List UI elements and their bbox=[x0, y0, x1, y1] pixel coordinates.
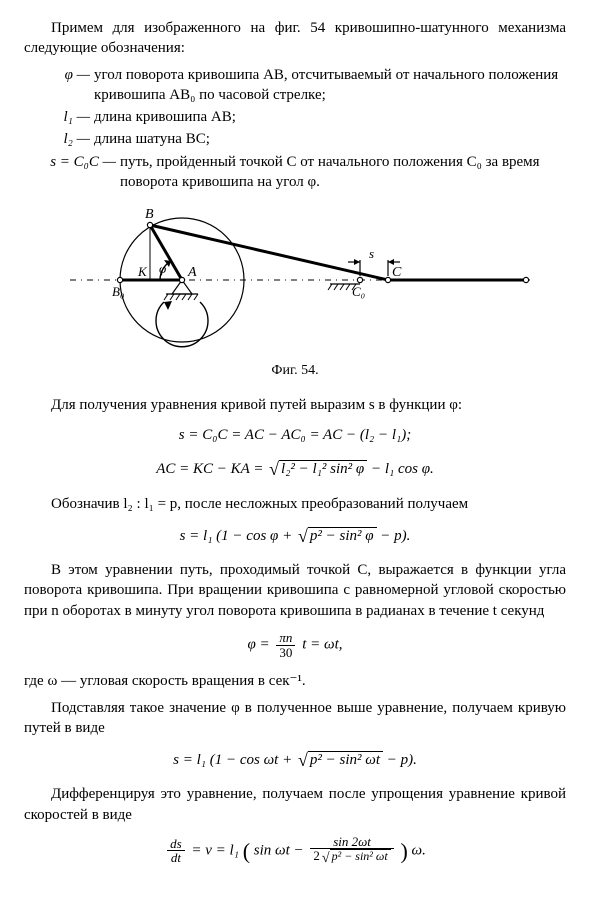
p4: где ω — угловая скорость вращения в сек⁻… bbox=[24, 671, 566, 691]
lbl-B: B bbox=[145, 207, 154, 222]
lbl-C0: C₀ bbox=[352, 284, 365, 299]
def-l1-text: длина кривошипа AB; bbox=[94, 107, 566, 127]
eq6: ds dt = v = l₁ ( sin ωt − sin 2ωt 2√p² −… bbox=[24, 835, 566, 867]
eq5-lhs: s = l₁ (1 − cos ωt + bbox=[173, 752, 296, 768]
eq4-frac: πn 30 bbox=[276, 631, 295, 659]
eq2: AC = KC − KA = √l₂² − l₁² sin² φ − l₁ co… bbox=[24, 457, 566, 481]
eq4-rhs: t = ωt, bbox=[302, 637, 342, 653]
page: Примем для изображенного на фиг. 54 крив… bbox=[0, 0, 590, 903]
lbl-A: A bbox=[187, 265, 197, 280]
eq3-rhs: − p). bbox=[380, 528, 410, 544]
figure-svg: B K φ A B₀ C₀ C s bbox=[60, 202, 530, 352]
p1: Для получения уравнения кривой путей выр… bbox=[24, 395, 566, 415]
p2: Обозначив l₂ : l₁ = p, после несложных п… bbox=[24, 494, 566, 514]
def-phi-text: угол поворота кривошипа AB, отсчитываемы… bbox=[94, 65, 566, 106]
eq1-text: s = C₀C = AC − AC₀ = AC − (l₂ − l₁); bbox=[179, 427, 411, 443]
def-l1: l₁ — длина кривошипа AB; bbox=[24, 107, 566, 127]
p3-text: В этом уравнении путь, проходимый точкой… bbox=[24, 562, 566, 619]
eq1: s = C₀C = AC − AC₀ = AC − (l₂ − l₁); bbox=[24, 425, 566, 445]
eq3: s = l₁ (1 − cos φ + √p² − sin² φ − p). bbox=[24, 524, 566, 548]
eq6-inner-frac: sin 2ωt 2√p² − sin² ωt bbox=[310, 835, 393, 867]
intro-text: Примем для изображенного на фиг. 54 крив… bbox=[24, 20, 566, 56]
eq4-den: 30 bbox=[276, 646, 295, 660]
def-phi-sym: φ — bbox=[24, 65, 94, 85]
eq5-rhs: − p). bbox=[387, 752, 417, 768]
eq4-lhs: φ = bbox=[248, 637, 274, 653]
p4-text: где ω — угловая скорость вращения в сек⁻… bbox=[24, 673, 306, 689]
eq3-sqrt-arg: p² − sin² φ bbox=[308, 527, 377, 545]
eq5-sqrt: √p² − sin² ωt bbox=[296, 748, 383, 772]
figure-54: B K φ A B₀ C₀ C s Фиг. 54. bbox=[24, 202, 566, 381]
p6: Дифференцируя это уравнение, получаем по… bbox=[24, 784, 566, 825]
eq6-inner-num: sin 2ωt bbox=[310, 835, 393, 850]
p5-text: Подставляя такое значение φ в полученное… bbox=[24, 700, 566, 736]
eq4-num: πn bbox=[276, 631, 295, 646]
def-s: s = C₀C — путь, пройденный точкой C от н… bbox=[24, 152, 566, 193]
eq6-inner-lhs: sin ωt − bbox=[254, 842, 308, 858]
lbl-K: K bbox=[137, 264, 148, 279]
def-s-sym: s = C₀C — bbox=[24, 152, 120, 172]
eq2-lhs: AC = KC − KA = bbox=[156, 461, 267, 477]
eq5: s = l₁ (1 − cos ωt + √p² − sin² ωt − p). bbox=[24, 748, 566, 772]
def-l1-sym: l₁ — bbox=[24, 107, 94, 127]
def-l2-sym: l₂ — bbox=[24, 129, 94, 149]
def-phi: φ — угол поворота кривошипа AB, отсчитыв… bbox=[24, 65, 566, 106]
eq6-inner-sqrt: √p² − sin² ωt bbox=[320, 849, 391, 867]
eq3-lhs: s = l₁ (1 − cos φ + bbox=[180, 528, 296, 544]
eq6-dsdt: ds dt bbox=[167, 837, 185, 865]
eq2-rhs: − l₁ cos φ. bbox=[371, 461, 434, 477]
eq3-sqrt: √p² − sin² φ bbox=[296, 524, 377, 548]
lbl-C: C bbox=[392, 265, 402, 280]
eq6-trail: ω. bbox=[412, 842, 426, 858]
figure-caption: Фиг. 54. bbox=[24, 362, 566, 381]
lbl-B0: B₀ bbox=[112, 284, 124, 299]
eq2-sqrt: √l₂² − l₁² sin² φ bbox=[267, 457, 367, 481]
eq6-ds: ds bbox=[167, 837, 185, 852]
p2-text: Обозначив l₂ : l₁ = p, после несложных п… bbox=[51, 496, 468, 512]
intro-paragraph: Примем для изображенного на фиг. 54 крив… bbox=[24, 18, 566, 59]
lbl-phi: φ bbox=[159, 261, 166, 276]
eq5-sqrt-arg: p² − sin² ωt bbox=[308, 751, 383, 769]
def-s-text: путь, пройденный точкой C от начального … bbox=[120, 152, 566, 193]
lbl-s: s bbox=[369, 246, 374, 261]
eq6-dt: dt bbox=[167, 851, 185, 865]
p1-text: Для получения уравнения кривой путей выр… bbox=[51, 397, 462, 413]
definition-list: φ — угол поворота кривошипа AB, отсчитыв… bbox=[24, 65, 566, 193]
def-l2: l₂ — длина шатуна BC; bbox=[24, 129, 566, 149]
eq2-sqrt-arg: l₂² − l₁² sin² φ bbox=[279, 460, 367, 478]
p6-text: Дифференцируя это уравнение, получаем по… bbox=[24, 786, 566, 822]
p3: В этом уравнении путь, проходимый точкой… bbox=[24, 560, 566, 621]
eq4: φ = πn 30 t = ωt, bbox=[24, 631, 566, 659]
p5: Подставляя такое значение φ в полученное… bbox=[24, 698, 566, 739]
def-l2-text: длина шатуна BC; bbox=[94, 129, 566, 149]
eq6-inner-sqrt-arg: p² − sin² ωt bbox=[330, 849, 391, 863]
eq6-mid: = v = l₁ bbox=[191, 842, 242, 858]
